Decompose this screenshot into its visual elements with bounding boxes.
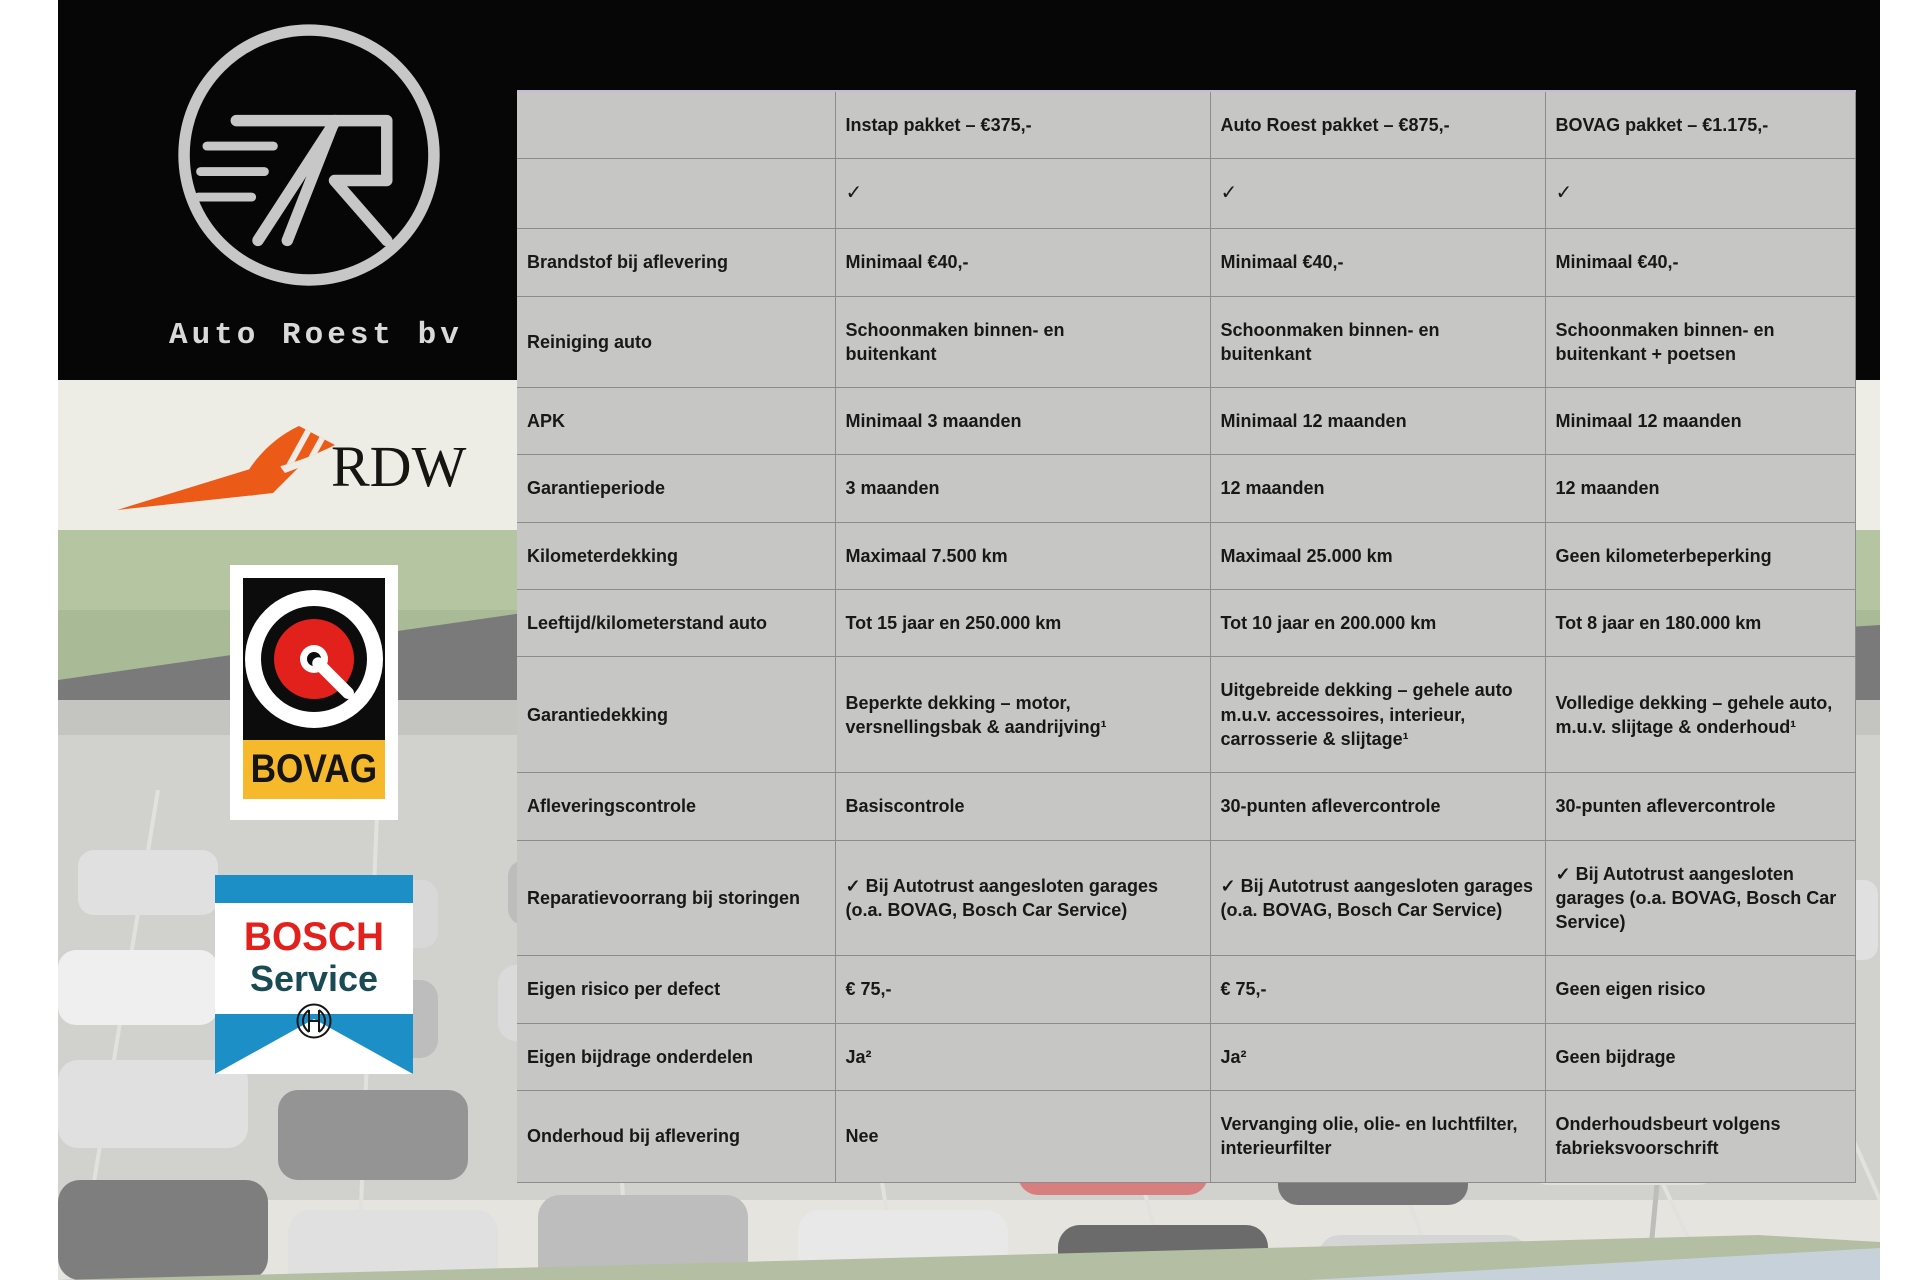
svg-text:RDW: RDW: [331, 434, 467, 499]
